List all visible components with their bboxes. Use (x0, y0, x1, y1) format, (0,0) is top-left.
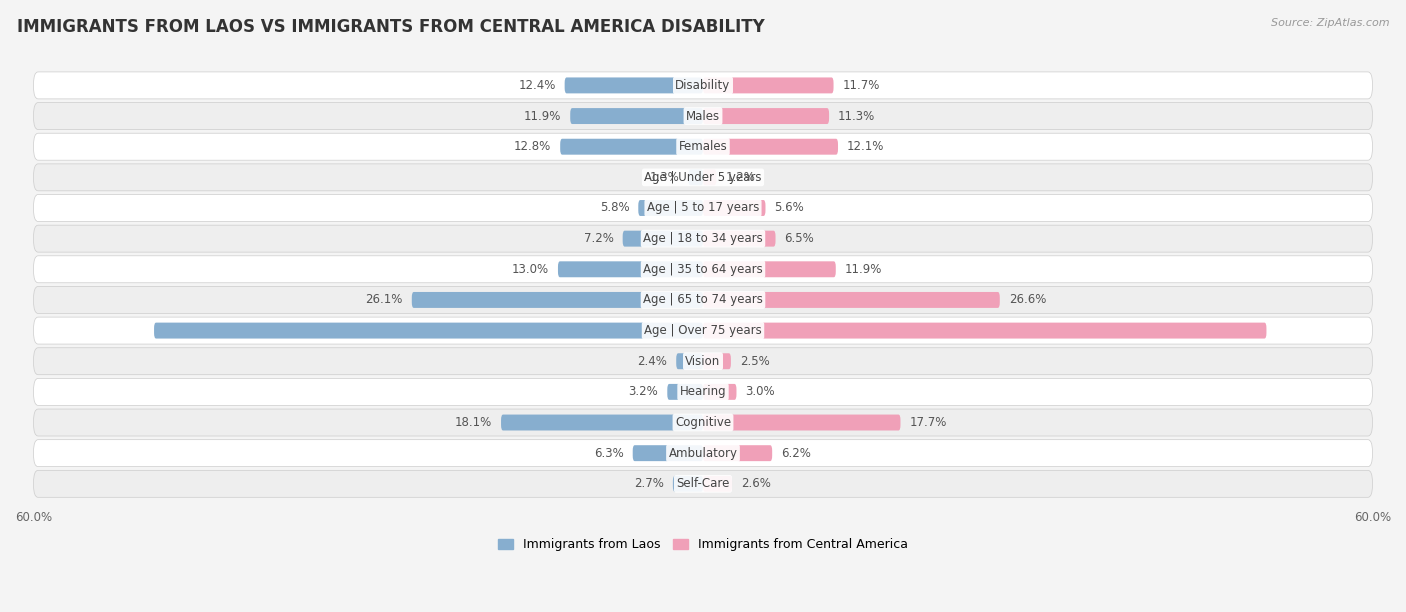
FancyBboxPatch shape (703, 261, 835, 277)
FancyBboxPatch shape (34, 439, 1372, 467)
FancyBboxPatch shape (34, 195, 1372, 222)
FancyBboxPatch shape (34, 471, 1372, 498)
Text: 12.1%: 12.1% (846, 140, 884, 153)
Text: Vision: Vision (685, 355, 721, 368)
FancyBboxPatch shape (689, 170, 703, 185)
Text: Cognitive: Cognitive (675, 416, 731, 429)
Text: 11.9%: 11.9% (845, 263, 882, 276)
Text: Age | 18 to 34 years: Age | 18 to 34 years (643, 232, 763, 245)
FancyBboxPatch shape (560, 139, 703, 155)
Text: 3.0%: 3.0% (745, 386, 775, 398)
Text: 49.2%: 49.2% (39, 324, 80, 337)
FancyBboxPatch shape (34, 286, 1372, 313)
Text: Age | 65 to 74 years: Age | 65 to 74 years (643, 293, 763, 307)
Text: 12.4%: 12.4% (519, 79, 555, 92)
Text: Age | 35 to 64 years: Age | 35 to 64 years (643, 263, 763, 276)
FancyBboxPatch shape (34, 72, 1372, 99)
FancyBboxPatch shape (633, 445, 703, 461)
Text: 2.6%: 2.6% (741, 477, 770, 490)
Text: 2.4%: 2.4% (637, 355, 668, 368)
FancyBboxPatch shape (565, 78, 703, 94)
FancyBboxPatch shape (34, 133, 1372, 160)
FancyBboxPatch shape (676, 353, 703, 369)
Text: Age | Over 75 years: Age | Over 75 years (644, 324, 762, 337)
Text: 17.7%: 17.7% (910, 416, 946, 429)
Text: Males: Males (686, 110, 720, 122)
FancyBboxPatch shape (501, 414, 703, 430)
Text: 18.1%: 18.1% (456, 416, 492, 429)
Text: 5.6%: 5.6% (775, 201, 804, 214)
FancyBboxPatch shape (703, 231, 776, 247)
Text: 26.6%: 26.6% (1008, 293, 1046, 307)
FancyBboxPatch shape (703, 476, 733, 492)
Text: 1.2%: 1.2% (725, 171, 755, 184)
Text: 1.3%: 1.3% (650, 171, 679, 184)
Text: 5.8%: 5.8% (600, 201, 630, 214)
Text: Females: Females (679, 140, 727, 153)
FancyBboxPatch shape (558, 261, 703, 277)
Text: 2.7%: 2.7% (634, 477, 664, 490)
Text: Self-Care: Self-Care (676, 477, 730, 490)
FancyBboxPatch shape (703, 353, 731, 369)
Text: Hearing: Hearing (679, 386, 727, 398)
FancyBboxPatch shape (34, 378, 1372, 405)
Text: 50.5%: 50.5% (1326, 324, 1367, 337)
Text: 26.1%: 26.1% (366, 293, 404, 307)
Text: Source: ZipAtlas.com: Source: ZipAtlas.com (1271, 18, 1389, 28)
Text: Age | 5 to 17 years: Age | 5 to 17 years (647, 201, 759, 214)
FancyBboxPatch shape (703, 170, 717, 185)
FancyBboxPatch shape (703, 384, 737, 400)
FancyBboxPatch shape (34, 348, 1372, 375)
FancyBboxPatch shape (703, 108, 830, 124)
FancyBboxPatch shape (703, 445, 772, 461)
FancyBboxPatch shape (34, 225, 1372, 252)
FancyBboxPatch shape (34, 409, 1372, 436)
Text: 13.0%: 13.0% (512, 263, 548, 276)
Text: 12.8%: 12.8% (515, 140, 551, 153)
Text: IMMIGRANTS FROM LAOS VS IMMIGRANTS FROM CENTRAL AMERICA DISABILITY: IMMIGRANTS FROM LAOS VS IMMIGRANTS FROM … (17, 18, 765, 36)
FancyBboxPatch shape (34, 317, 1372, 344)
Text: 6.3%: 6.3% (593, 447, 624, 460)
Text: 6.2%: 6.2% (782, 447, 811, 460)
FancyBboxPatch shape (34, 164, 1372, 191)
FancyBboxPatch shape (703, 292, 1000, 308)
FancyBboxPatch shape (703, 200, 765, 216)
Text: Age | Under 5 years: Age | Under 5 years (644, 171, 762, 184)
Text: 11.9%: 11.9% (524, 110, 561, 122)
FancyBboxPatch shape (668, 384, 703, 400)
Text: 7.2%: 7.2% (583, 232, 614, 245)
FancyBboxPatch shape (623, 231, 703, 247)
Legend: Immigrants from Laos, Immigrants from Central America: Immigrants from Laos, Immigrants from Ce… (494, 534, 912, 556)
Text: 3.2%: 3.2% (628, 386, 658, 398)
FancyBboxPatch shape (34, 256, 1372, 283)
Text: 2.5%: 2.5% (740, 355, 769, 368)
FancyBboxPatch shape (155, 323, 703, 338)
FancyBboxPatch shape (673, 476, 703, 492)
Text: Disability: Disability (675, 79, 731, 92)
Text: 11.7%: 11.7% (842, 79, 880, 92)
FancyBboxPatch shape (638, 200, 703, 216)
FancyBboxPatch shape (703, 414, 900, 430)
FancyBboxPatch shape (571, 108, 703, 124)
FancyBboxPatch shape (703, 139, 838, 155)
FancyBboxPatch shape (34, 103, 1372, 130)
FancyBboxPatch shape (703, 323, 1267, 338)
Text: 11.3%: 11.3% (838, 110, 876, 122)
FancyBboxPatch shape (703, 78, 834, 94)
FancyBboxPatch shape (412, 292, 703, 308)
Text: 6.5%: 6.5% (785, 232, 814, 245)
Text: Ambulatory: Ambulatory (668, 447, 738, 460)
